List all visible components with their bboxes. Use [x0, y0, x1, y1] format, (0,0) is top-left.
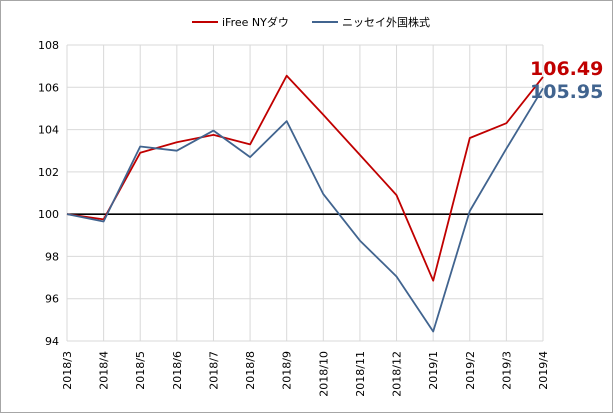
x-tick-label: 2019/2 [464, 351, 477, 390]
x-tick-label: 2018/12 [391, 351, 404, 397]
x-tick-label: 2018/11 [354, 351, 367, 397]
series-layer [66, 74, 544, 333]
x-tick-label: 2018/9 [281, 351, 294, 390]
x-tick-label: 2019/4 [537, 351, 550, 390]
axis-layer: 94 96 98 100 102 104 106 108 2018/3 2018/4 2018/5 2… [38, 39, 550, 397]
x-tick-label: 2018/7 [207, 351, 220, 390]
x-tick-label: 2018/4 [98, 351, 111, 390]
y-tick-label: 98 [45, 250, 59, 263]
grid-layer [66, 44, 544, 342]
legend-label: ニッセイ外国株式 [342, 15, 430, 29]
series-line-0 [66, 74, 544, 282]
y-tick-label: 106 [38, 81, 59, 94]
x-tick-label: 2018/3 [61, 351, 74, 390]
y-tick-label: 96 [45, 293, 59, 306]
x-tick-label: 2018/10 [317, 351, 330, 397]
series-line-1 [66, 87, 544, 333]
x-tick-label: 2019/3 [500, 351, 513, 390]
y-tick-label: 108 [38, 39, 59, 52]
y-tick-label: 102 [38, 166, 59, 179]
x-tick-label: 2019/1 [427, 351, 440, 390]
y-tick-label: 104 [38, 124, 59, 137]
end-value-label: 106.49 [530, 58, 603, 80]
x-tick-label: 2018/8 [244, 351, 257, 390]
x-tick-label: 2018/5 [134, 351, 147, 390]
end-value-label: 105.95 [530, 81, 603, 103]
y-tick-label: 100 [38, 208, 59, 221]
legend-label: iFree NYダウ [222, 15, 289, 29]
legend-layer: iFree NYダウ ニッセイ外国株式 [192, 15, 430, 29]
y-tick-label: 94 [45, 335, 59, 348]
x-tick-label: 2018/6 [171, 351, 184, 390]
